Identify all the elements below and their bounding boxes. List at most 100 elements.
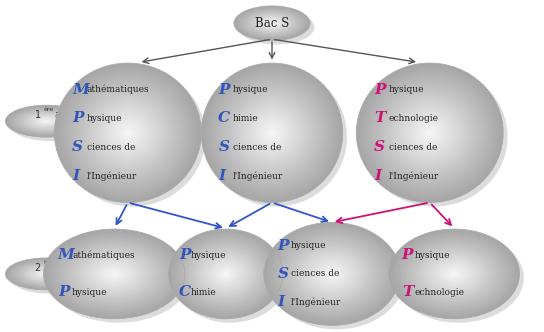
Ellipse shape xyxy=(245,107,299,159)
Text: echnologie: echnologie xyxy=(415,288,465,297)
Ellipse shape xyxy=(75,249,153,298)
Ellipse shape xyxy=(235,6,309,40)
Ellipse shape xyxy=(54,236,174,312)
Ellipse shape xyxy=(247,108,297,157)
Ellipse shape xyxy=(100,107,156,159)
Ellipse shape xyxy=(102,266,127,282)
Text: l'Ingénieur: l'Ingénieur xyxy=(291,297,341,307)
Ellipse shape xyxy=(97,263,132,285)
Text: hysique: hysique xyxy=(415,251,450,260)
Ellipse shape xyxy=(393,233,524,323)
Ellipse shape xyxy=(417,121,443,145)
Text: echnologie: echnologie xyxy=(389,114,439,123)
Ellipse shape xyxy=(293,244,371,303)
Ellipse shape xyxy=(5,258,87,290)
Ellipse shape xyxy=(18,263,75,285)
Ellipse shape xyxy=(391,230,518,318)
Text: P: P xyxy=(218,83,230,97)
Ellipse shape xyxy=(378,84,481,182)
Ellipse shape xyxy=(109,116,146,150)
Ellipse shape xyxy=(234,6,310,41)
Ellipse shape xyxy=(20,111,73,131)
Ellipse shape xyxy=(31,115,61,127)
Text: l'Ingénieur: l'Ingénieur xyxy=(87,171,137,181)
Ellipse shape xyxy=(226,87,318,178)
Ellipse shape xyxy=(431,258,477,290)
Ellipse shape xyxy=(244,105,300,161)
Ellipse shape xyxy=(41,119,51,123)
Ellipse shape xyxy=(7,258,86,290)
Ellipse shape xyxy=(440,264,469,284)
Ellipse shape xyxy=(222,84,322,182)
Ellipse shape xyxy=(426,129,434,136)
Ellipse shape xyxy=(253,15,291,32)
Ellipse shape xyxy=(22,264,71,284)
Ellipse shape xyxy=(252,14,292,32)
Ellipse shape xyxy=(22,112,71,131)
Ellipse shape xyxy=(325,269,338,279)
Ellipse shape xyxy=(308,256,356,292)
Ellipse shape xyxy=(26,266,66,282)
Ellipse shape xyxy=(303,252,361,296)
Ellipse shape xyxy=(30,115,63,127)
Ellipse shape xyxy=(14,261,79,287)
Ellipse shape xyxy=(215,77,329,189)
Ellipse shape xyxy=(16,262,77,286)
Ellipse shape xyxy=(404,108,455,157)
Ellipse shape xyxy=(405,240,503,307)
Ellipse shape xyxy=(104,110,152,155)
Text: C: C xyxy=(218,112,231,125)
Ellipse shape xyxy=(255,16,289,31)
Ellipse shape xyxy=(15,109,78,133)
Ellipse shape xyxy=(239,8,305,38)
Ellipse shape xyxy=(169,229,283,319)
Ellipse shape xyxy=(187,244,264,304)
Ellipse shape xyxy=(73,248,155,300)
Ellipse shape xyxy=(72,247,157,301)
Ellipse shape xyxy=(35,270,58,278)
Ellipse shape xyxy=(13,108,80,134)
Ellipse shape xyxy=(249,110,295,155)
Ellipse shape xyxy=(206,67,347,207)
Ellipse shape xyxy=(433,259,475,289)
Ellipse shape xyxy=(409,242,500,305)
Text: himie: himie xyxy=(190,288,217,297)
Ellipse shape xyxy=(410,114,450,152)
Ellipse shape xyxy=(249,13,295,34)
Ellipse shape xyxy=(60,68,196,197)
Ellipse shape xyxy=(318,264,345,284)
Ellipse shape xyxy=(54,63,201,203)
Ellipse shape xyxy=(256,117,288,148)
Ellipse shape xyxy=(16,109,77,133)
Ellipse shape xyxy=(23,112,70,130)
Ellipse shape xyxy=(42,120,50,123)
Ellipse shape xyxy=(43,120,50,123)
Ellipse shape xyxy=(212,263,240,285)
Ellipse shape xyxy=(244,11,300,36)
Ellipse shape xyxy=(40,119,52,124)
Ellipse shape xyxy=(384,89,475,176)
Ellipse shape xyxy=(207,68,337,197)
Ellipse shape xyxy=(120,126,135,140)
Ellipse shape xyxy=(59,67,206,207)
Ellipse shape xyxy=(270,228,393,320)
Ellipse shape xyxy=(56,237,172,311)
Ellipse shape xyxy=(263,124,281,141)
Ellipse shape xyxy=(217,79,327,187)
Text: I: I xyxy=(72,169,79,183)
Ellipse shape xyxy=(203,65,341,201)
Ellipse shape xyxy=(231,93,313,173)
Ellipse shape xyxy=(315,261,349,287)
Ellipse shape xyxy=(201,63,343,203)
Ellipse shape xyxy=(38,118,54,124)
Ellipse shape xyxy=(238,100,306,166)
Ellipse shape xyxy=(39,271,53,277)
Ellipse shape xyxy=(322,266,342,282)
Ellipse shape xyxy=(36,117,57,125)
Ellipse shape xyxy=(252,114,292,152)
Ellipse shape xyxy=(251,14,293,33)
Ellipse shape xyxy=(44,121,48,122)
Ellipse shape xyxy=(313,260,350,288)
Ellipse shape xyxy=(21,111,72,131)
Ellipse shape xyxy=(197,252,254,296)
